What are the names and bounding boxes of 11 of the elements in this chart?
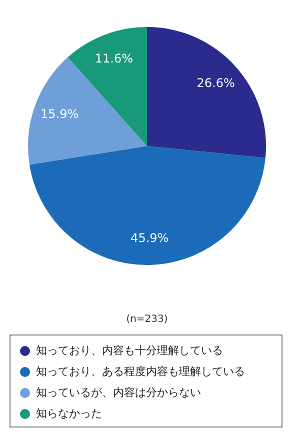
data-label: 11.6%: [94, 52, 133, 66]
pie-slice: [147, 27, 266, 158]
pie-slice: [29, 146, 266, 265]
data-label: 15.9%: [40, 107, 79, 122]
legend-label: 知っているが、内容は分からない: [36, 386, 201, 400]
data-label: 26.6%: [196, 76, 235, 90]
data-label: 45.9%: [130, 231, 169, 246]
legend-label: 知らなかった: [36, 407, 102, 420]
text: (n=233): [126, 314, 168, 325]
legend-label: 知っており、ある程度内容も理解している: [36, 365, 245, 378]
legend-label: 知っており、内容も十分理解している: [36, 344, 223, 358]
